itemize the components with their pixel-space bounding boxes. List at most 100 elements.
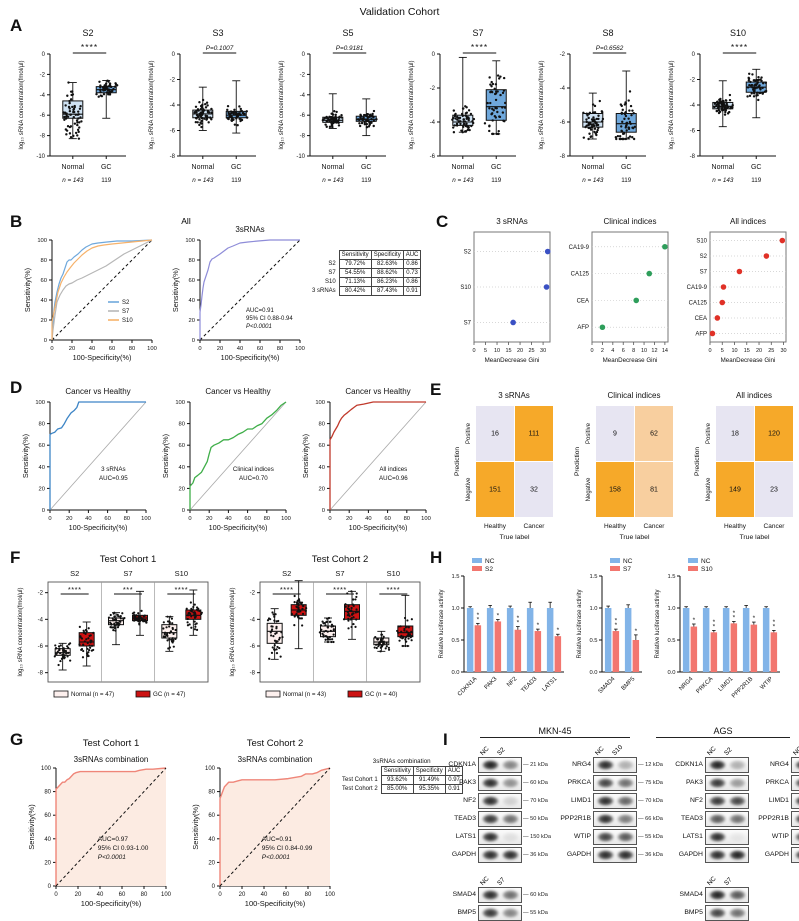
svg-text:0: 0 — [472, 348, 475, 354]
protein-label: NRG4 — [572, 761, 591, 768]
blot-band — [708, 759, 726, 770]
svg-text:Prediction: Prediction — [454, 447, 461, 476]
svg-text:Normal (n = 47): Normal (n = 47) — [71, 691, 114, 698]
blot-band — [708, 813, 726, 824]
svg-text:S10: S10 — [387, 569, 400, 578]
kda-label: — 12 kDa — [637, 761, 663, 768]
svg-text:MeanDecrease Gini: MeanDecrease Gini — [603, 357, 658, 364]
svg-text:Clinical indices: Clinical indices — [233, 466, 274, 473]
blot-band — [794, 777, 799, 788]
svg-text:0: 0 — [212, 884, 216, 890]
svg-text:Cancer: Cancer — [524, 523, 546, 530]
blot-band — [616, 849, 634, 860]
svg-text:0: 0 — [192, 338, 195, 344]
kda-label: — 55 kDa — [523, 909, 548, 916]
svg-text:S2: S2 — [282, 569, 291, 578]
svg-text:10: 10 — [641, 348, 647, 354]
protein-label: NF2 — [690, 797, 703, 804]
panel-b-plots: 0 0 20 20 40 40 60 60 80 80 100 100 100-Specificity(… — [16, 222, 312, 374]
svg-text:8: 8 — [632, 348, 635, 354]
protein-label: BMP5 — [684, 909, 703, 916]
protein-label: TEAD3 — [454, 815, 476, 822]
blot-strip — [592, 810, 637, 827]
svg-text:60: 60 — [39, 443, 45, 449]
panel-label-a: A — [10, 16, 23, 35]
protein-label: LATS1 — [682, 833, 703, 840]
svg-text:20: 20 — [66, 516, 72, 522]
svg-text:CA19-9: CA19-9 — [569, 245, 590, 251]
svg-text:-6: -6 — [40, 113, 46, 119]
protein-label: TEAD3 — [680, 815, 703, 822]
svg-text:NF2: NF2 — [506, 676, 519, 689]
boxplot-S8: S8 P=0.6562 -2 -4 -6 -8 log₁₀ sRNA concentrati… — [539, 28, 646, 184]
svg-text:SMAD4: SMAD4 — [598, 676, 617, 695]
protein-label: PRKCA — [567, 779, 591, 786]
panel-g-plots: Test Cohort 1 3sRNAs combination 0 0 20 20 40 4… — [18, 734, 340, 921]
svg-text:P=0.9181: P=0.9181 — [336, 45, 364, 52]
svg-text:100-Specificity(%): 100-Specificity(%) — [245, 899, 306, 908]
blot-band — [482, 777, 499, 788]
blot-row-pak3: PAK3 — [667, 774, 749, 791]
svg-text:119: 119 — [491, 177, 502, 184]
svg-text:100: 100 — [141, 516, 151, 522]
svg-text:40: 40 — [41, 298, 47, 304]
svg-text:*: * — [615, 618, 618, 625]
svg-text:NC: NC — [485, 558, 495, 565]
svg-text:30: 30 — [780, 348, 786, 354]
svg-text:S8: S8 — [602, 28, 613, 38]
blot-strip — [790, 846, 799, 863]
blot-band — [596, 831, 614, 842]
blot-band — [596, 759, 614, 770]
svg-text:Cancer: Cancer — [644, 523, 666, 530]
svg-text:-4: -4 — [40, 93, 46, 99]
svg-text:GC: GC — [231, 164, 242, 171]
svg-text:0.0: 0.0 — [451, 670, 459, 676]
svg-text:S2: S2 — [464, 250, 472, 256]
svg-text:12: 12 — [651, 348, 657, 354]
svg-text:1.5: 1.5 — [451, 574, 459, 580]
svg-text:0: 0 — [182, 508, 185, 514]
blot-row-cdkn1a: CDKN1A — 21 kDa — [440, 756, 551, 773]
blot-band — [616, 831, 634, 842]
svg-text:n = 143: n = 143 — [192, 177, 214, 184]
svg-text:Relative luciferase activity: Relative luciferase activity — [439, 589, 445, 658]
svg-text:-8: -8 — [690, 154, 696, 160]
boxplot-S10: S10 **** 0 -2 -4 -6 -8 log₁₀ sRNA concentration… — [669, 28, 776, 184]
svg-text:*: * — [733, 610, 736, 617]
blot-row-prkca: PRKCA — 75 kDa — [555, 774, 663, 791]
svg-text:0: 0 — [48, 884, 52, 890]
svg-text:log₁₀ sRNA concentration(fmol/: log₁₀ sRNA concentration(fmol/μl) — [19, 60, 25, 149]
protein-label: PAK3 — [685, 779, 703, 786]
blot-strip — [478, 774, 522, 791]
blot-band — [596, 849, 614, 860]
svg-text:100-Specificity(%): 100-Specificity(%) — [73, 353, 132, 362]
svg-text:*: * — [557, 627, 560, 634]
svg-text:Test Cohort 1: Test Cohort 1 — [100, 554, 157, 565]
svg-text:95% CI 0.88-0.94: 95% CI 0.88-0.94 — [246, 316, 293, 322]
dotplot-all-indices: All indices S10 S2 S7 CA19-9 CA125 CEA AFP 0 5 10 1… — [687, 217, 787, 364]
kda-label: — 36 kDa — [637, 851, 663, 858]
svg-text:5: 5 — [484, 348, 487, 354]
svg-text:20: 20 — [319, 486, 325, 492]
protein-label: SMAD4 — [679, 891, 703, 898]
kda-label: — 75 kDa — [637, 779, 663, 786]
svg-text:0: 0 — [172, 52, 176, 58]
blot-band — [502, 759, 519, 770]
blot-strip — [592, 774, 637, 791]
svg-text:0: 0 — [44, 338, 47, 344]
protein-label: BMP5 — [457, 909, 476, 916]
svg-text:40: 40 — [225, 516, 231, 522]
svg-text:20: 20 — [179, 486, 185, 492]
svg-text:*: * — [693, 617, 696, 624]
svg-text:LIMD1: LIMD1 — [718, 676, 735, 693]
svg-text:S2: S2 — [122, 300, 130, 306]
svg-text:S7: S7 — [335, 569, 344, 578]
roc-plot-g-2: Test Cohort 2 3sRNAs combination 00 20 20 40 4… — [191, 738, 336, 908]
svg-text:Positive: Positive — [466, 422, 472, 444]
panel-label-e: E — [430, 380, 442, 399]
panel-label-c: C — [436, 212, 449, 231]
svg-text:*: * — [773, 623, 776, 630]
svg-text:0: 0 — [50, 346, 53, 352]
svg-text:CEA: CEA — [577, 298, 589, 304]
